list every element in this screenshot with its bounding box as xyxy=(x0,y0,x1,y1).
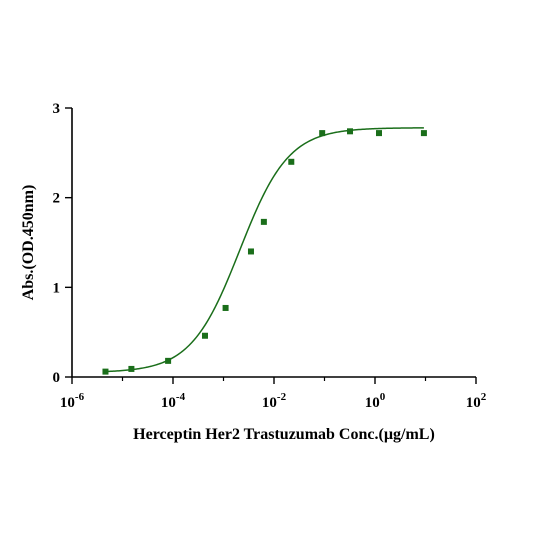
x-ticks: 10-6 10-4 10-2 100 102 xyxy=(60,377,487,411)
data-point xyxy=(375,130,382,137)
y-ticks: 0 1 2 3 xyxy=(53,101,72,386)
data-point xyxy=(288,158,295,165)
x-tick-label: 10-6 xyxy=(60,391,85,411)
data-point xyxy=(201,332,208,339)
y-axis-title: Abs.(OD.450nm) xyxy=(20,185,37,301)
y-tick-label: 3 xyxy=(53,101,61,117)
data-point xyxy=(222,304,229,311)
data-point xyxy=(165,357,172,364)
x-tick-label: 10-2 xyxy=(262,391,287,411)
data-point xyxy=(128,365,135,372)
data-point xyxy=(347,128,354,135)
data-point xyxy=(319,130,326,137)
x-axis: 10-6 10-4 10-2 100 102 xyxy=(60,376,487,411)
x-tick-label: 100 xyxy=(365,391,386,411)
x-axis-title: Herceptin Her2 Trastuzumab Conc.(µg/mL) xyxy=(133,426,435,443)
data-point xyxy=(102,368,109,375)
data-points xyxy=(102,128,427,375)
y-tick-label: 0 xyxy=(53,370,61,386)
y-axis: 0 1 2 3 xyxy=(53,101,73,386)
fit-curve xyxy=(105,127,424,373)
x-tick-label: 10-4 xyxy=(161,391,186,411)
data-point xyxy=(420,130,427,137)
y-tick-label: 2 xyxy=(53,191,61,207)
y-tick-label: 1 xyxy=(53,280,61,296)
x-tick-label: 102 xyxy=(466,391,487,411)
data-point xyxy=(247,248,254,255)
data-point xyxy=(260,218,267,225)
